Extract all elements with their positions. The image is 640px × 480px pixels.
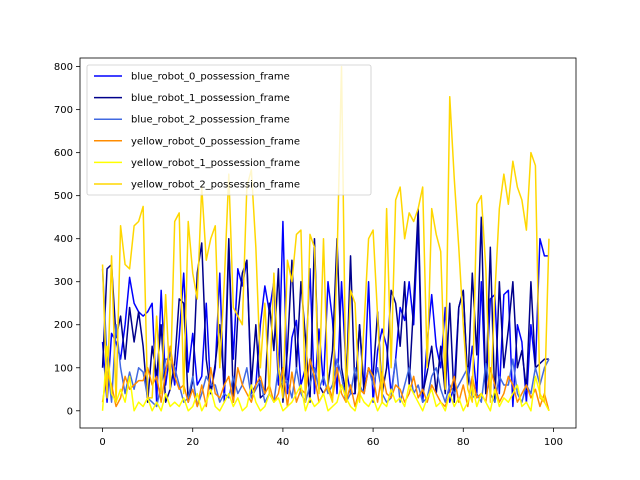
y-tick-label: 700: [54, 105, 73, 116]
legend-label: blue_robot_1_possession_frame: [131, 93, 290, 104]
y-tick-label: 300: [54, 277, 73, 288]
legend-label: yellow_robot_0_possession_frame: [131, 136, 300, 147]
legend-box: [87, 65, 371, 195]
legend-label: yellow_robot_2_possession_frame: [131, 180, 300, 191]
x-tick-label: 80: [457, 437, 470, 448]
y-tick-label: 500: [54, 191, 73, 202]
x-tick-label: 20: [186, 437, 199, 448]
y-tick-label: 800: [54, 62, 73, 73]
legend: blue_robot_0_possession_frame blue_robot_…: [87, 65, 371, 195]
x-tick-label: 0: [99, 437, 105, 448]
y-tick-label: 400: [54, 234, 73, 245]
legend-label: blue_robot_2_possession_frame: [131, 115, 290, 126]
y-tick-label: 0: [67, 406, 73, 417]
x-tick-label: 40: [277, 437, 290, 448]
y-tick-label: 100: [54, 363, 73, 374]
x-tick-label: 100: [544, 437, 563, 448]
legend-label: yellow_robot_1_possession_frame: [131, 158, 300, 169]
legend-label: blue_robot_0_possession_frame: [131, 72, 290, 83]
y-tick-label: 200: [54, 320, 73, 331]
y-tick-label: 600: [54, 148, 73, 159]
x-tick-label: 60: [367, 437, 380, 448]
